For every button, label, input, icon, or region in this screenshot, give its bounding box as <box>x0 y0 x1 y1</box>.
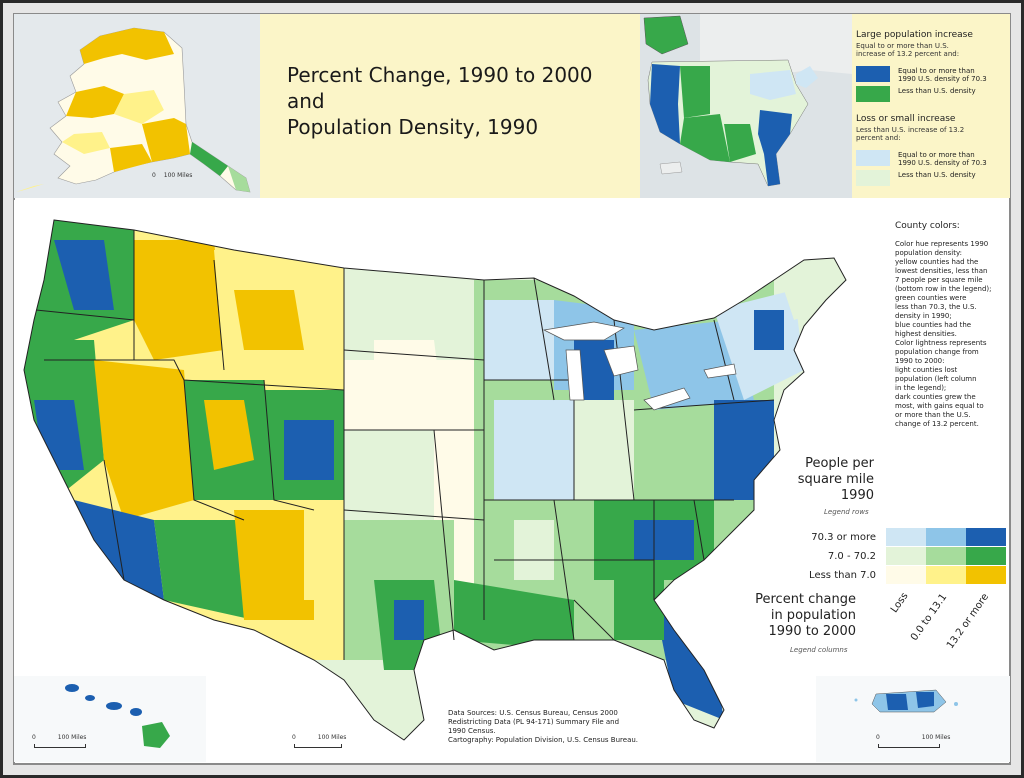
title-panel: Percent Change, 1990 to 2000 and Populat… <box>260 14 640 198</box>
puerto-rico-map <box>854 689 958 713</box>
legend-large-item: Equal to or more than 1990 U.S. density … <box>856 66 1010 84</box>
legend-cell <box>886 566 926 584</box>
legend-label: Equal to or more than 1990 U.S. density … <box>898 67 987 83</box>
legend-row-label: Less than 7.0 <box>809 570 876 581</box>
legend-cell <box>966 528 1006 546</box>
pr-scale-zero: 0 <box>876 734 880 741</box>
legend-rows-note: Legend rows <box>824 508 869 516</box>
locator-map <box>640 14 852 198</box>
ak-scale-zero: 0 <box>152 172 156 179</box>
legend-rows-heading: People per square mile 1990 <box>797 456 874 503</box>
alaska-map <box>14 14 260 198</box>
alaska-inset: 0 100 Miles <box>14 14 260 198</box>
ak-scale-label: 100 Miles <box>163 172 193 179</box>
county-colors-note: County colors: Color hue represents 1990… <box>895 220 1013 429</box>
conus-scale-bar <box>294 744 342 748</box>
county-colors-heading: County colors: <box>895 221 960 231</box>
legend-cols-heading: Percent change in population 1990 to 200… <box>755 592 856 639</box>
legend-cell <box>926 528 966 546</box>
data-sources: Data Sources: U.S. Census Bureau, Census… <box>448 709 639 744</box>
hi-scale-bar <box>34 744 86 748</box>
legend-row-label: 70.3 or more <box>811 532 876 543</box>
legend-swatch <box>856 86 890 102</box>
legend-cell <box>926 547 966 565</box>
conus-scale-label: 100 Miles <box>317 734 347 741</box>
legend-swatch <box>856 66 890 82</box>
hi-scale-zero: 0 <box>32 734 36 741</box>
county-colors-body: Color hue represents 1990 population den… <box>895 240 992 428</box>
legend-large-heading: Large population increase <box>856 30 973 40</box>
legend-large-item: Less than U.S. density <box>856 86 1010 104</box>
conus-scale-zero: 0 <box>292 734 296 741</box>
legend-cell <box>926 566 966 584</box>
legend-large-sub: Equal to or more than U.S. increase of 1… <box>856 42 960 58</box>
legend-swatch <box>856 170 890 186</box>
legend-cols-note: Legend columns <box>790 646 848 654</box>
legend-row-label: 7.0 - 70.2 <box>827 551 876 562</box>
legend-top: Large population increase Equal to or mo… <box>852 14 1010 198</box>
pr-scale-bar <box>878 744 940 748</box>
hi-scale-label: 100 Miles <box>57 734 87 741</box>
conus-map <box>14 200 884 762</box>
hawaii-map <box>65 684 170 748</box>
legend-label: Equal to or more than 1990 U.S. density … <box>898 151 987 167</box>
legend-small-sub: Less than U.S. increase of 13.2 percent … <box>856 126 965 142</box>
map-title: Percent Change, 1990 to 2000 and Populat… <box>287 63 593 139</box>
locator-map-graphic <box>640 14 852 198</box>
conus-map-graphic <box>23 219 847 741</box>
puerto-rico-inset: 0 100 Miles <box>816 676 1010 762</box>
legend-small-heading: Loss or small increase <box>856 114 956 124</box>
legend-small-item: Less than U.S. density <box>856 170 1010 188</box>
legend-label: Less than U.S. density <box>898 87 976 95</box>
legend-small-item: Equal to or more than 1990 U.S. density … <box>856 150 1010 168</box>
hawaii-inset: 0 100 Miles <box>14 676 206 762</box>
legend-cell <box>886 547 926 565</box>
legend-label: Less than U.S. density <box>898 171 976 179</box>
pr-scale-label: 100 Miles <box>921 734 951 741</box>
legend-cell <box>966 547 1006 565</box>
legend-swatch <box>856 150 890 166</box>
legend-cell <box>886 528 926 546</box>
legend-cell <box>966 566 1006 584</box>
